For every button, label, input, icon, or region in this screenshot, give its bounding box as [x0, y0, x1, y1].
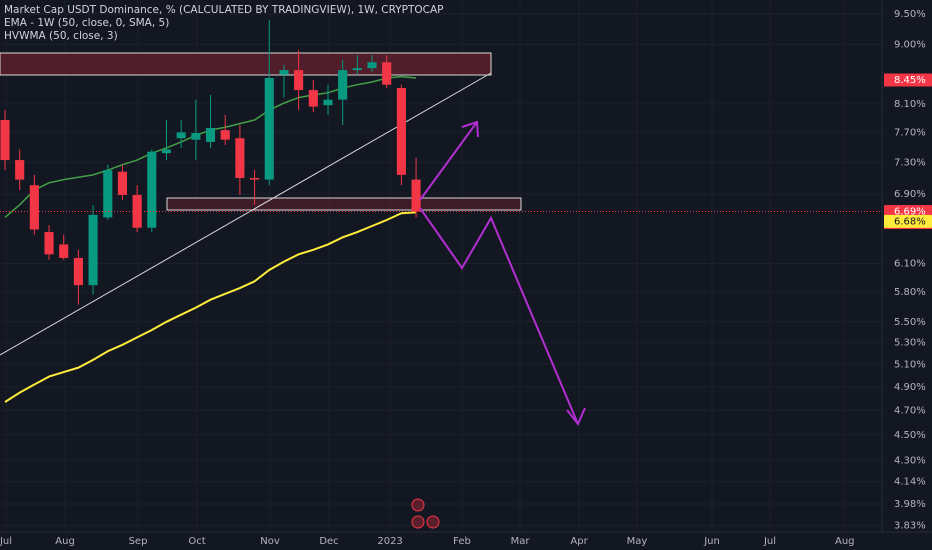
- y-tick-label: 4.70%: [894, 405, 926, 416]
- arrow-head: [566, 407, 586, 426]
- y-tick-label: 7.70%: [894, 127, 926, 138]
- arrow-head: [461, 120, 479, 138]
- plot-area: [0, 20, 882, 403]
- x-tick-label: Nov: [260, 536, 280, 547]
- candle-body: [147, 151, 157, 228]
- trendline: [0, 72, 492, 356]
- y-tick-label: 6.90%: [894, 189, 926, 200]
- x-tick-label: Dec: [319, 536, 338, 547]
- y-tick-label: 7.30%: [894, 157, 926, 168]
- candle-body: [191, 133, 201, 140]
- candle-body: [382, 62, 392, 85]
- candle-body: [15, 160, 25, 180]
- price-label-bg: [884, 73, 932, 87]
- candle-body: [59, 244, 69, 258]
- y-tick-label: 4.30%: [894, 455, 926, 466]
- candle-body: [0, 120, 10, 161]
- chart-title: Market Cap USDT Dominance, % (CALCULATED…: [4, 4, 443, 16]
- candle-body: [176, 132, 186, 139]
- price-label-bg: [884, 205, 932, 219]
- y-tick-label: 9.50%: [894, 9, 926, 20]
- candle-body: [132, 194, 142, 228]
- x-tick-label: May: [627, 536, 648, 547]
- candle-body: [205, 127, 216, 142]
- candle-body: [235, 138, 245, 179]
- event-icon[interactable]: [411, 498, 425, 512]
- candle-body: [264, 78, 274, 180]
- x-tick-label: Aug: [835, 536, 855, 547]
- candle-body: [323, 99, 333, 106]
- event-icon[interactable]: [426, 515, 440, 529]
- candle-body: [294, 70, 304, 91]
- y-tick-label: 4.14%: [894, 477, 926, 488]
- y-tick-label: 6.10%: [894, 258, 926, 269]
- y-tick-label: 4.90%: [894, 382, 926, 393]
- price-label: 6.69%: [894, 207, 926, 218]
- candle-body: [117, 171, 127, 195]
- candle-body: [73, 257, 83, 286]
- candle-body: [29, 185, 39, 230]
- x-tick-label: Feb: [453, 536, 471, 547]
- price-label: 8.45%: [894, 75, 926, 86]
- candle-body: [308, 90, 318, 107]
- projection-down: [419, 207, 579, 425]
- y-tick-label: 3.83%: [894, 521, 926, 532]
- indicator-line: [4, 211, 417, 403]
- candle-body: [338, 70, 348, 100]
- indicator-legend: HVWMA (50, close, 3): [4, 30, 118, 42]
- candle-body: [88, 214, 98, 286]
- support-zone: [166, 197, 522, 211]
- candle-body: [367, 62, 377, 69]
- candle-body: [44, 232, 54, 255]
- price-label: 6.68%: [894, 216, 926, 227]
- candle-body: [396, 88, 406, 175]
- x-tick-label: Jul: [763, 536, 776, 547]
- x-tick-label: Jul: [0, 536, 12, 547]
- y-tick-label: 5.30%: [894, 338, 926, 349]
- candle-body: [279, 70, 289, 75]
- y-tick-label: 4.50%: [894, 430, 926, 441]
- x-tick-label: Sep: [129, 536, 148, 547]
- y-tick-label: 9.00%: [894, 39, 926, 50]
- candle-body: [250, 178, 260, 180]
- y-tick-label: 8.10%: [894, 99, 926, 110]
- projection-up: [419, 121, 478, 201]
- y-tick-label: 5.10%: [894, 359, 926, 370]
- projection: [419, 120, 586, 426]
- event-icon[interactable]: [411, 515, 425, 529]
- candle-body: [411, 179, 421, 212]
- y-tick-label: 5.50%: [894, 317, 926, 328]
- resistance-zone: [0, 52, 492, 76]
- candle-body: [352, 68, 362, 71]
- axes: 9.50% 9.00% 8.10% 7.70% 7.30% 6.90% 6.10% 5.80%…: [0, 9, 932, 547]
- grid: [0, 0, 882, 530]
- x-tick-label: 2023: [377, 536, 402, 547]
- y-tick-label: 5.80%: [894, 287, 926, 298]
- x-tick-label: Mar: [511, 536, 531, 547]
- candle-body: [161, 149, 172, 154]
- x-tick-label: Aug: [55, 536, 75, 547]
- price-label-bg: [884, 214, 932, 228]
- x-tick-label: Oct: [188, 536, 205, 547]
- candle-body: [220, 130, 230, 140]
- indicator-legend: EMA - 1W (50, close, 0, SMA, 5): [4, 17, 169, 29]
- candle-body: [103, 170, 113, 218]
- x-tick-label: Jun: [703, 536, 720, 547]
- y-tick-label: 3.98%: [894, 499, 926, 510]
- x-tick-label: Apr: [570, 536, 588, 547]
